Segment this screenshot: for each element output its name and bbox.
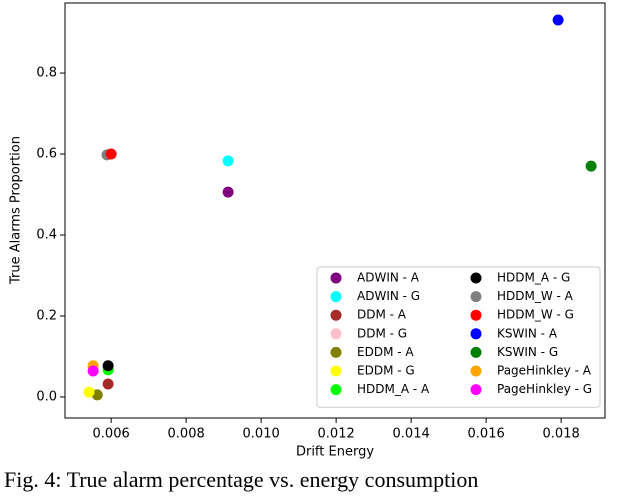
x-tick-label: 0.006 (93, 427, 130, 442)
y-tick-label: 0.2 (36, 308, 57, 323)
legend-marker (330, 384, 342, 396)
y-tick-label: 0.6 (36, 147, 57, 162)
x-tick-label: 0.014 (393, 427, 430, 442)
x-axis-label: Drift Energy (296, 445, 374, 460)
x-tick-label: 0.010 (243, 427, 280, 442)
legend-label: KSWIN - G (497, 345, 558, 359)
legend-label: PageHinkley - G (497, 382, 592, 396)
caption: Fig. 4: True alarm percentage vs. energy… (4, 467, 478, 492)
legend-marker (330, 346, 342, 358)
legend-marker (470, 346, 482, 358)
legend-label: HDDM_A - G (497, 271, 570, 285)
legend-marker (470, 309, 482, 321)
legend-label: KSWIN - A (497, 326, 558, 340)
point (585, 160, 597, 172)
point (222, 155, 234, 167)
x-tick-label: 0.012 (318, 427, 355, 442)
legend-label: EDDM - G (357, 364, 415, 378)
legend-marker (330, 328, 342, 340)
x-tick-label: 0.018 (543, 427, 580, 442)
legend-marker (470, 365, 482, 377)
point (102, 378, 114, 390)
legend-box (316, 266, 601, 408)
legend-label: EDDM - A (357, 345, 414, 359)
point (102, 360, 114, 372)
point (83, 386, 95, 398)
y-tick-label: 0.8 (36, 66, 57, 81)
x-tick-label: 0.008 (168, 427, 205, 442)
legend-label: HDDM_W - G (497, 308, 574, 322)
y-tick-label: 0.0 (36, 389, 57, 404)
legend-marker (330, 365, 342, 377)
legend-label: ADWIN - G (357, 289, 420, 303)
legend-marker (330, 309, 342, 321)
point (91, 389, 103, 401)
legend-marker (470, 384, 482, 396)
legend-label: HDDM_W - A (497, 289, 574, 303)
legend-marker (330, 272, 342, 284)
legend-marker (330, 291, 342, 303)
x-tick-label: 0.016 (468, 427, 505, 442)
y-axis-label: True Alarms Proportion (9, 136, 24, 285)
point (552, 14, 564, 26)
point (105, 148, 117, 160)
legend-label: DDM - G (357, 326, 407, 340)
legend-label: ADWIN - A (357, 271, 420, 285)
legend-marker (470, 291, 482, 303)
legend-marker (470, 272, 482, 284)
legend-label: PageHinkley - A (497, 364, 592, 378)
plot-frame (64, 2, 606, 419)
legend-label: HDDM_A - A (357, 382, 430, 396)
point (87, 365, 99, 377)
legend-label: DDM - A (357, 308, 407, 322)
legend-marker (470, 328, 482, 340)
point (222, 186, 234, 198)
y-tick-label: 0.4 (36, 227, 57, 242)
